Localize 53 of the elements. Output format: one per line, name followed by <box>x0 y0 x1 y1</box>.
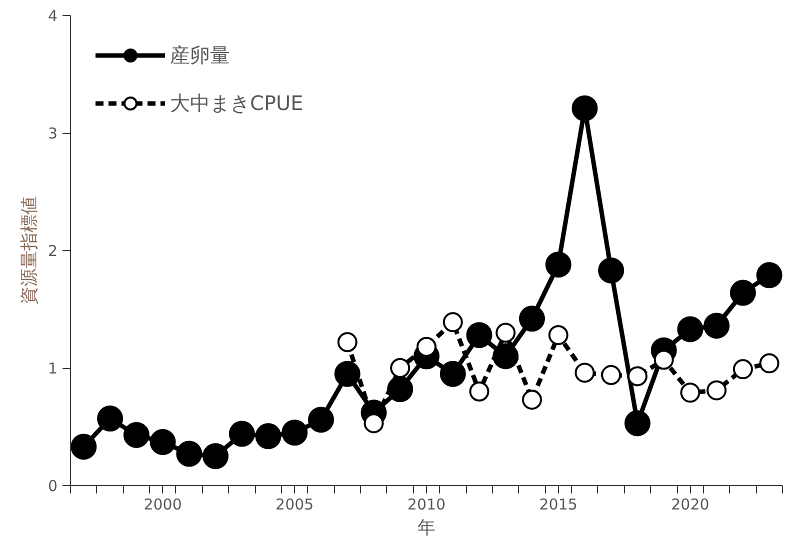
point <box>440 360 466 387</box>
point <box>416 336 436 357</box>
point <box>202 443 229 470</box>
point <box>337 332 358 352</box>
y-tick-label: 4 <box>48 7 58 25</box>
point <box>522 390 542 410</box>
point <box>677 316 704 342</box>
legend-label: 産卵量 <box>170 42 230 68</box>
point <box>598 258 624 284</box>
x-tick-label: 2020 <box>671 496 710 514</box>
point <box>150 429 176 455</box>
point <box>680 382 700 403</box>
point <box>334 360 360 387</box>
point <box>308 406 334 433</box>
y-tick-label: 1 <box>48 360 58 378</box>
point <box>496 322 516 343</box>
point <box>469 382 490 402</box>
point <box>759 353 780 374</box>
point <box>704 312 730 339</box>
x-tick-label: 2000 <box>144 496 182 514</box>
point <box>228 420 255 447</box>
point <box>654 350 674 370</box>
point <box>756 262 782 288</box>
point <box>282 420 308 446</box>
y-tick-label: 2 <box>48 242 58 260</box>
x-axis-title: 年 <box>418 518 436 538</box>
point <box>466 322 492 348</box>
point <box>732 359 753 380</box>
y-tick-label: 0 <box>48 477 58 495</box>
point <box>574 362 595 383</box>
x-tick-label: 2010 <box>407 496 446 514</box>
point <box>518 306 545 332</box>
legend-label: 大中まきCPUE <box>170 90 304 116</box>
point <box>572 95 598 122</box>
x-tick-label: 2015 <box>539 496 578 514</box>
point <box>545 252 572 278</box>
point <box>548 325 568 346</box>
point <box>730 280 756 306</box>
x-tick-label: 2005 <box>276 496 314 514</box>
point <box>176 440 202 467</box>
point <box>97 406 124 432</box>
y-axis-title: 資源量指標値 <box>18 196 40 304</box>
point <box>70 434 97 460</box>
point <box>601 365 622 386</box>
y-tick-label: 3 <box>48 124 58 142</box>
point <box>442 312 463 332</box>
point <box>390 358 410 378</box>
point <box>624 410 650 436</box>
point <box>627 366 648 386</box>
point <box>364 413 384 434</box>
point <box>123 422 150 448</box>
point <box>706 380 727 400</box>
point <box>255 423 282 450</box>
